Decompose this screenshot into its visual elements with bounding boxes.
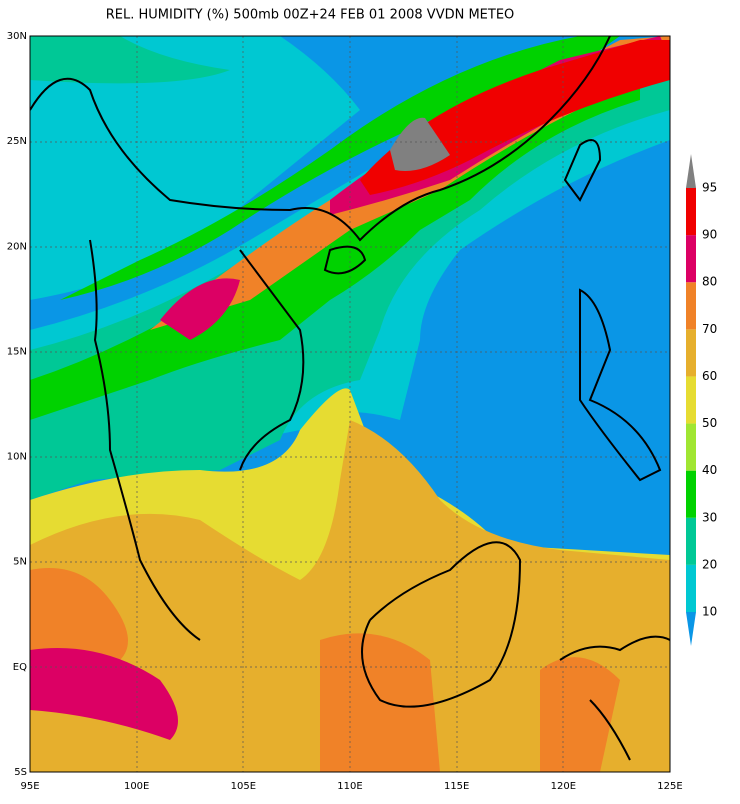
colorbar-swatch <box>686 564 696 612</box>
colorbar-swatch <box>686 282 696 330</box>
x-tick-label: 105E <box>231 781 256 792</box>
colorbar-label: 90 <box>702 228 717 242</box>
y-tick-label: 5S <box>14 767 27 778</box>
x-tick-label: 120E <box>551 781 576 792</box>
colorbar-label: 50 <box>702 416 717 430</box>
colorbar-arrow-high <box>686 154 696 188</box>
colorbar-arrow-low <box>686 612 696 646</box>
y-tick-label: 5N <box>13 557 27 568</box>
colorbar-swatch <box>686 376 696 424</box>
colorbar-label: 70 <box>702 322 717 336</box>
y-tick-label: 10N <box>7 452 27 463</box>
colorbar-label: 20 <box>702 557 717 571</box>
x-tick-label: 110E <box>337 781 362 792</box>
humidity-field <box>30 36 670 772</box>
frame <box>29 35 671 773</box>
coastlines <box>30 36 670 761</box>
colorbar-swatch <box>686 188 696 236</box>
colorbar-label: 80 <box>702 275 717 289</box>
y-tick-label: 30N <box>7 31 27 42</box>
y-tick-label: 20N <box>7 241 27 252</box>
x-tick-label: 100E <box>124 781 149 792</box>
y-tick-label: 15N <box>7 346 27 357</box>
colorbar-swatch <box>686 517 696 565</box>
colorbar-label: 40 <box>702 463 717 477</box>
x-tick-label: 95E <box>20 781 39 792</box>
colorbar-label: 10 <box>702 605 717 619</box>
colorbar-label: 60 <box>702 369 717 383</box>
y-tick-label: EQ <box>13 662 27 673</box>
colorbar-swatch <box>686 329 696 377</box>
y-tick-label: 25N <box>7 136 27 147</box>
colorbar-swatch <box>686 235 696 283</box>
x-tick-label: 125E <box>657 781 682 792</box>
map-title: REL. HUMIDITY (%) 500mb 00Z+24 FEB 01 20… <box>106 8 515 23</box>
colorbar-swatch <box>686 423 696 471</box>
colorbar-swatch <box>686 470 696 518</box>
x-tick-label: 115E <box>444 781 469 792</box>
colorbar-label: 30 <box>702 510 717 524</box>
colorbar-label: 95 <box>702 181 717 195</box>
